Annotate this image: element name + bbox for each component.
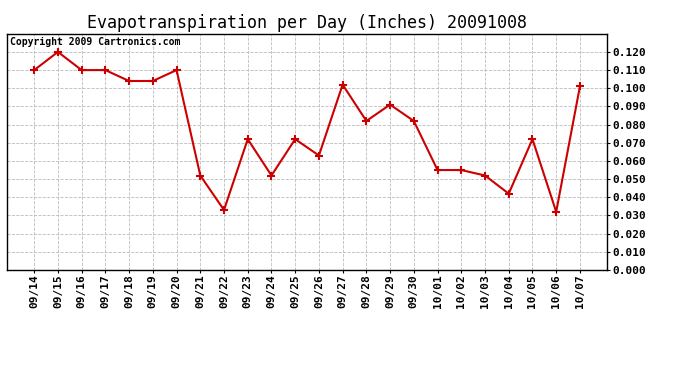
Title: Evapotranspiration per Day (Inches) 20091008: Evapotranspiration per Day (Inches) 2009… [87, 14, 527, 32]
Text: Copyright 2009 Cartronics.com: Copyright 2009 Cartronics.com [10, 37, 180, 47]
